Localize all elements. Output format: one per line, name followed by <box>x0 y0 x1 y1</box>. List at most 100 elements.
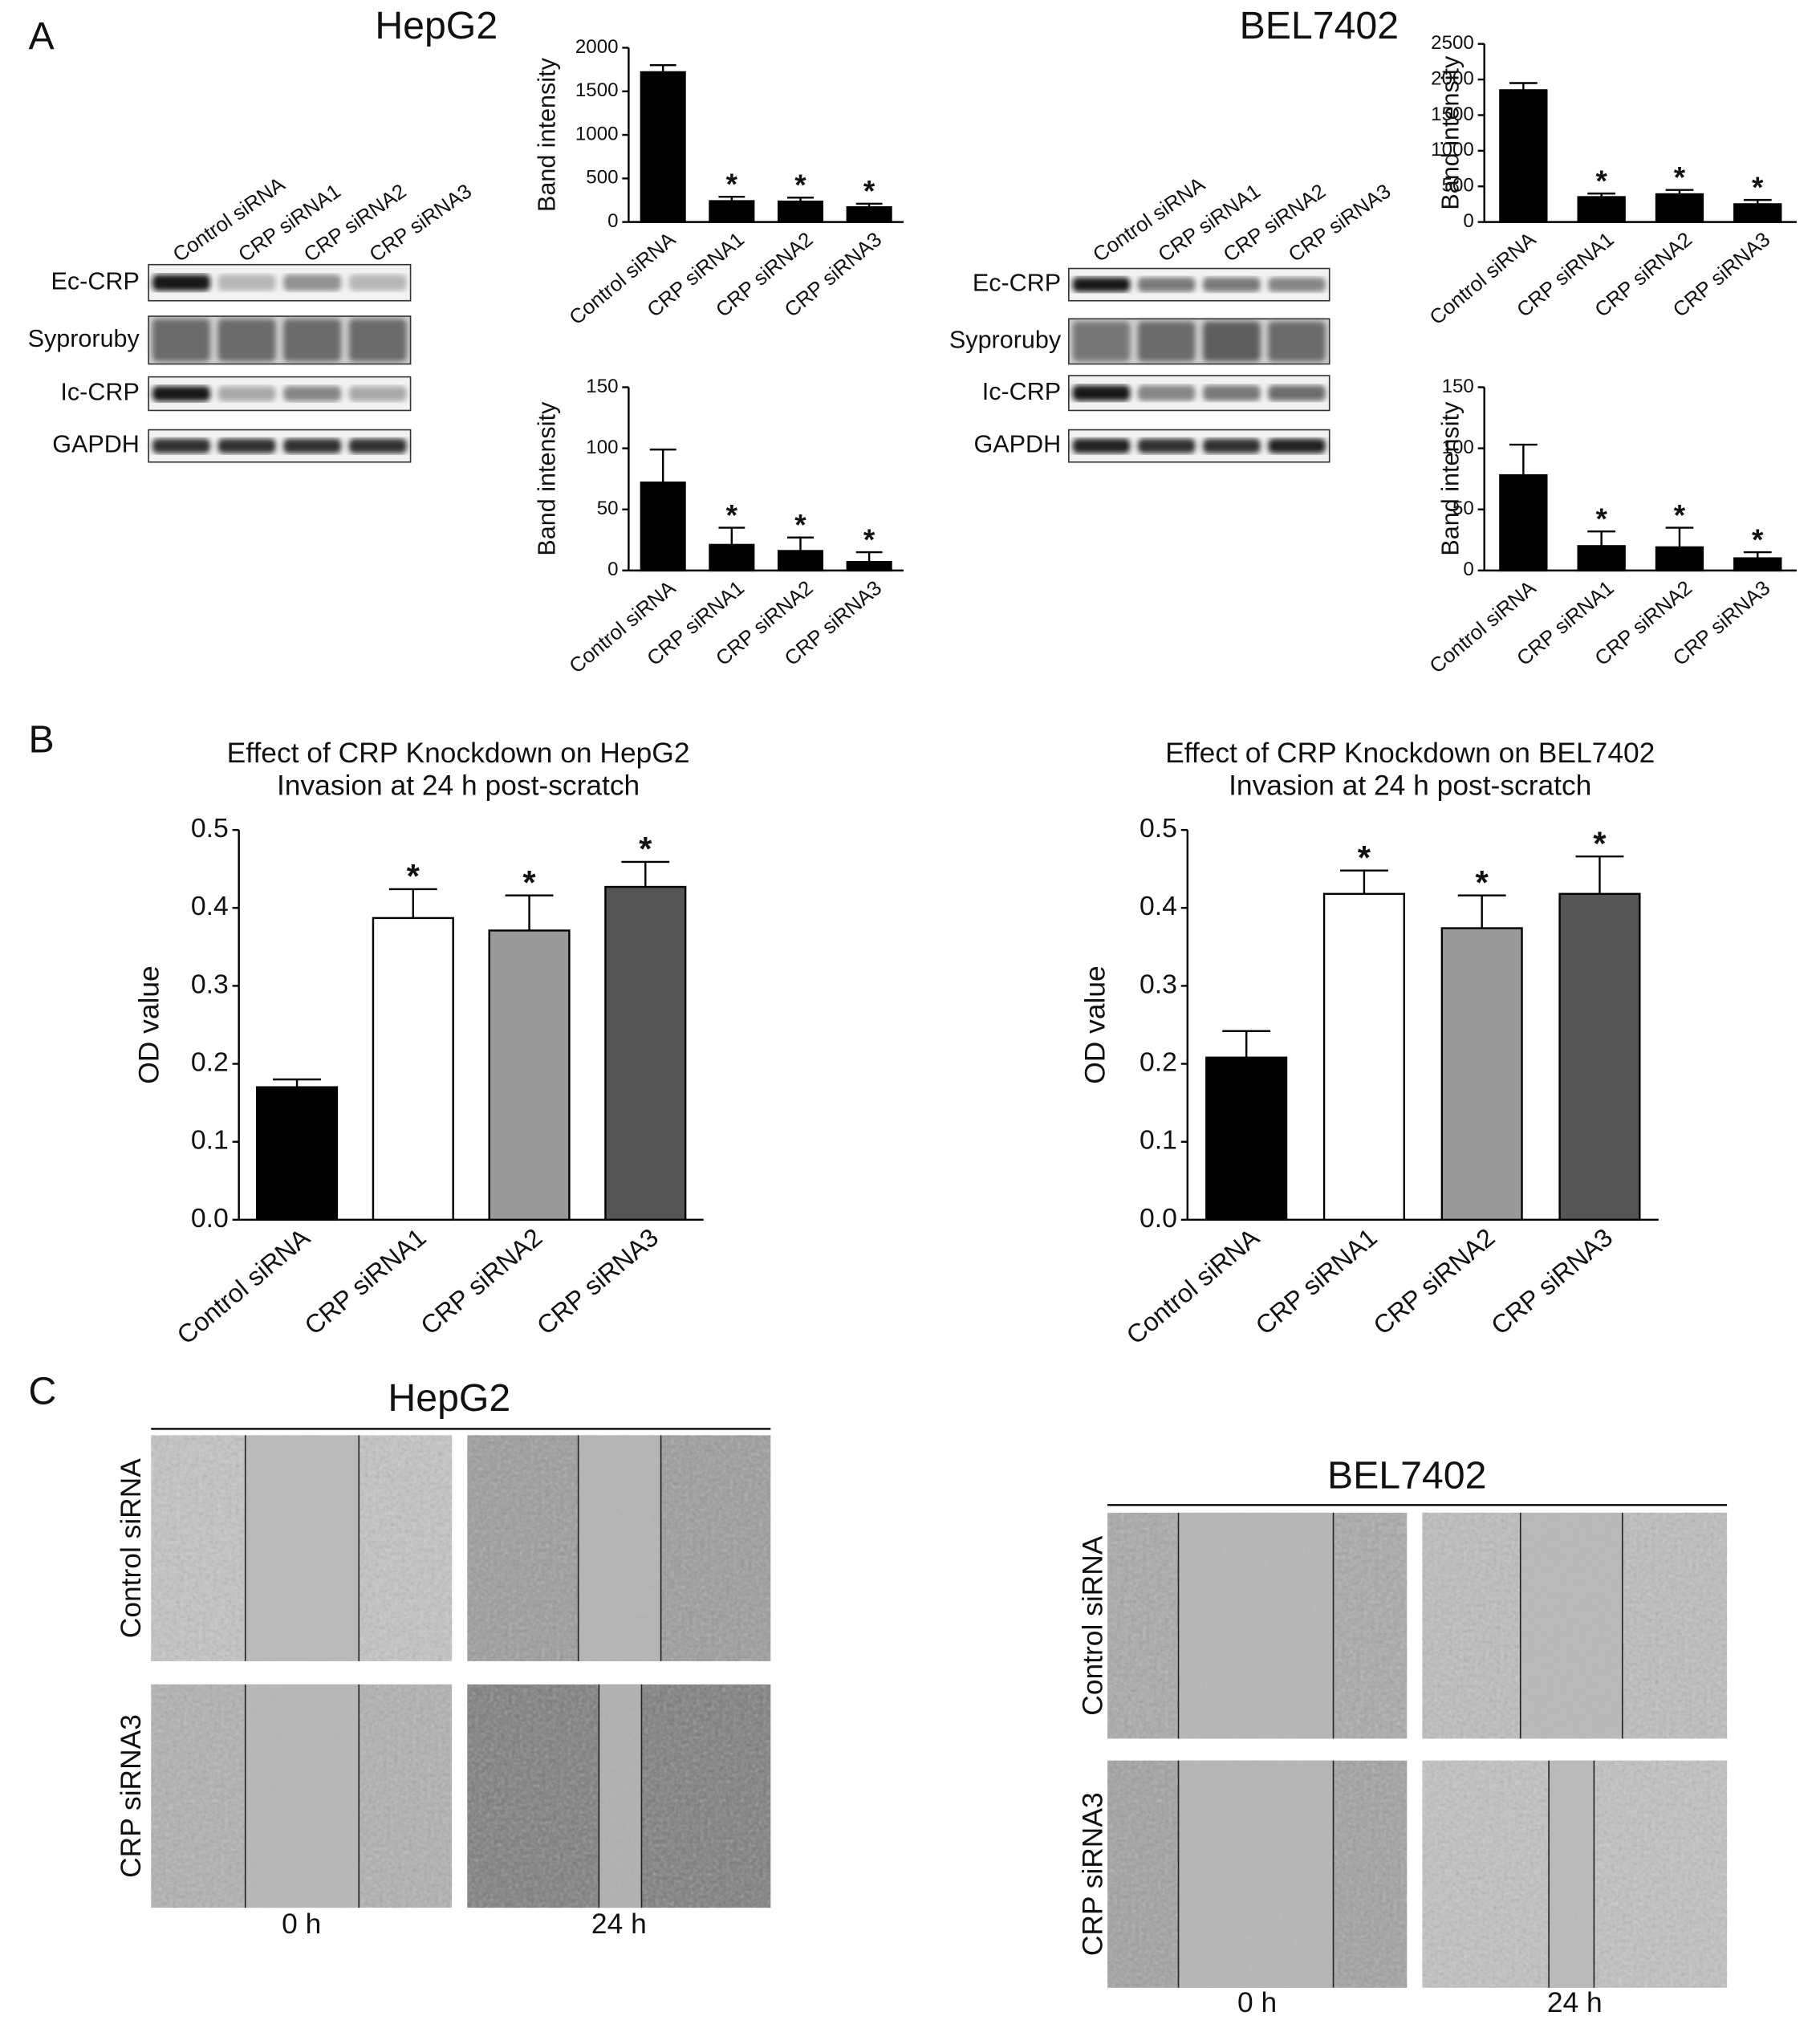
bar <box>1733 557 1782 572</box>
x-tick-label: CRP siRNA3 <box>531 1222 664 1340</box>
blot-row-label: Ec-CRP <box>51 267 140 295</box>
wound-gap <box>599 1684 642 1908</box>
wound-title: HepG2 <box>388 1376 510 1420</box>
blot-band <box>152 438 210 453</box>
lane-label: Control siRNA <box>169 173 290 266</box>
blot-band <box>348 274 407 291</box>
blot-band <box>283 386 342 401</box>
significance-marker: * <box>639 830 652 868</box>
row-label: CRP siRNA3 <box>1077 1792 1108 1956</box>
blot-band <box>152 319 210 362</box>
blot-row-label: Ec-CRP <box>973 270 1061 297</box>
x-tick-label: CRP siRNA1 <box>299 1222 432 1340</box>
blot-row-label: Ic-CRP <box>982 378 1061 405</box>
bar <box>1499 474 1548 572</box>
blot-band <box>1137 438 1196 453</box>
bar <box>640 71 686 223</box>
bar <box>709 543 755 572</box>
y-tick-label: 0.3 <box>1140 969 1177 999</box>
blot-band <box>348 386 407 401</box>
significance-marker: * <box>1358 839 1371 876</box>
y-tick-label: 0.4 <box>191 891 229 921</box>
y-tick-label: 150 <box>1442 376 1474 397</box>
bar <box>1440 927 1523 1221</box>
significance-marker: * <box>863 175 875 208</box>
bar <box>1322 892 1405 1221</box>
blot-band <box>348 319 407 362</box>
y-axis-label: OD value <box>1080 965 1111 1083</box>
y-tick-label: 150 <box>586 376 618 397</box>
y-tick-label: 2000 <box>575 36 619 58</box>
column-label: 24 h <box>591 1908 647 1940</box>
chart-title: Effect of CRP Knockdown on HepG2 <box>227 738 690 769</box>
blot-band <box>1203 277 1261 292</box>
x-tick-label: CRP siRNA2 <box>415 1222 547 1340</box>
blot-band <box>1203 438 1261 453</box>
column-label: 0 h <box>1237 1987 1277 2018</box>
panel-label: B <box>29 718 55 762</box>
y-tick-label: 1500 <box>1431 104 1474 125</box>
blot-band <box>152 386 210 401</box>
y-tick-label: 0.5 <box>191 813 229 843</box>
x-tick-label: Control siRNA <box>1121 1222 1265 1350</box>
blot-band <box>1203 321 1261 362</box>
x-tick-label: CRP siRNA2 <box>1367 1222 1500 1340</box>
row-label: CRP siRNA3 <box>116 1714 147 1878</box>
bar <box>846 205 892 223</box>
blot-band <box>348 438 407 453</box>
y-tick-label: 500 <box>1442 175 1474 197</box>
column-label: 24 h <box>1547 1987 1603 2018</box>
wound-title: BEL7402 <box>1327 1453 1486 1497</box>
row-label: Control siRNA <box>1077 1535 1108 1716</box>
bar <box>1655 193 1704 223</box>
wound-gap <box>1520 1512 1623 1739</box>
x-tick-label: CRP siRNA3 <box>1485 1222 1618 1340</box>
bar <box>1655 546 1704 572</box>
bar <box>1577 545 1626 572</box>
y-tick-label: 2000 <box>1431 67 1474 89</box>
significance-marker: * <box>1593 824 1607 862</box>
y-axis-label: Band intensity <box>1437 55 1465 210</box>
chart-title: Invasion at 24 h post-scratch <box>277 770 640 801</box>
wound-gap <box>245 1684 360 1908</box>
y-tick-label: 1000 <box>1431 139 1474 161</box>
y-tick-label: 0 <box>1463 210 1473 232</box>
significance-marker: * <box>863 523 875 556</box>
y-tick-label: 0.0 <box>1140 1203 1177 1234</box>
significance-marker: * <box>1752 171 1764 204</box>
significance-marker: * <box>794 169 806 201</box>
bar <box>1558 892 1641 1221</box>
blot-title: HepG2 <box>375 4 498 47</box>
wound-gap <box>578 1435 661 1661</box>
bar <box>709 200 755 223</box>
blot-band <box>1137 277 1196 292</box>
bar <box>1733 203 1782 223</box>
y-tick-label: 100 <box>586 437 618 458</box>
y-tick-label: 1500 <box>575 79 619 101</box>
y-axis-label: Band intensity <box>534 57 561 212</box>
blot-band <box>1072 384 1131 401</box>
y-tick-label: 0 <box>607 559 618 580</box>
y-axis-label: OD value <box>134 965 165 1083</box>
wound-gap <box>245 1435 360 1661</box>
blot-band <box>283 438 342 453</box>
bar <box>255 1086 339 1221</box>
blot-band <box>1137 321 1196 362</box>
panel-label: C <box>29 1370 57 1413</box>
significance-marker: * <box>794 509 806 542</box>
bar <box>488 929 571 1221</box>
y-tick-label: 50 <box>597 498 619 519</box>
blot-band <box>1268 384 1326 401</box>
y-tick-label: 0.1 <box>191 1125 229 1156</box>
row-label: Control siRNA <box>116 1458 147 1639</box>
x-tick-label: CRP siRNA1 <box>1250 1222 1383 1340</box>
blot-band <box>283 319 342 362</box>
blot-row-label: Ic-CRP <box>60 379 139 406</box>
blot-row-label: Syproruby <box>28 325 140 352</box>
significance-marker: * <box>522 864 536 901</box>
y-tick-label: 500 <box>586 167 618 189</box>
bar <box>1499 89 1548 223</box>
y-tick-label: 0.1 <box>1140 1125 1177 1156</box>
bar <box>640 482 686 572</box>
